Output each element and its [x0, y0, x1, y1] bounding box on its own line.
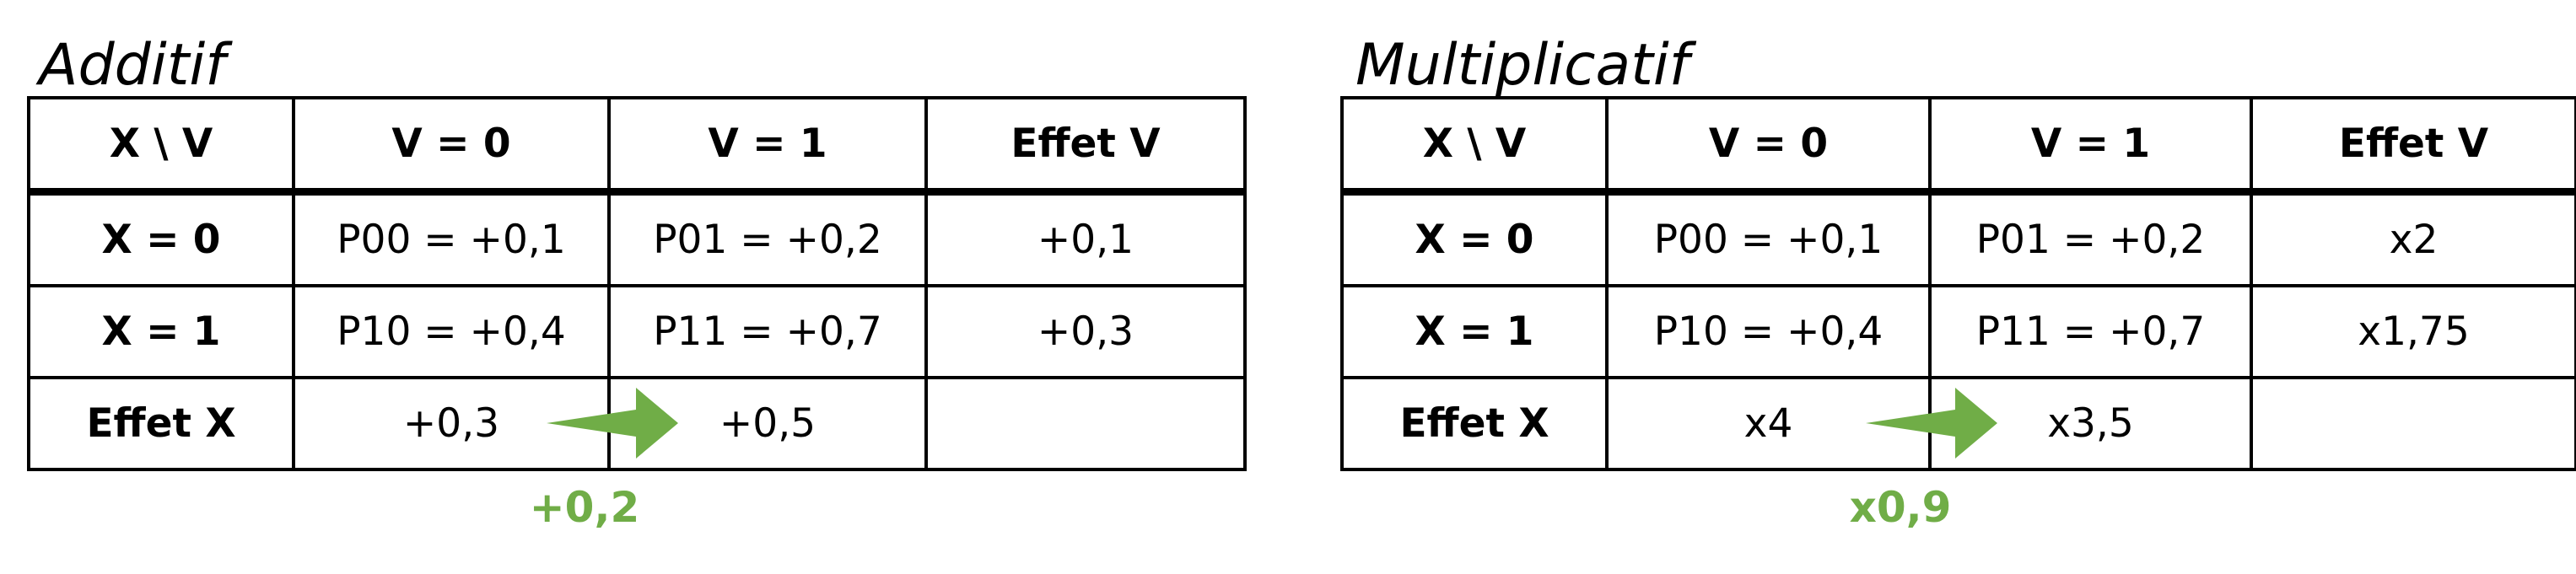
multiplicative-table: X \ V V = 0 V = 1 Effet V X = 0 P00 = +0…: [1340, 96, 2576, 471]
table-cell: P00 = +0,1: [292, 190, 611, 287]
table-row: X = 1 P10 = +0,4 P11 = +0,7 x1,75: [1340, 284, 2576, 379]
header-cell: V = 1: [607, 96, 928, 196]
table-cell: x2: [2250, 190, 2576, 287]
table-header-row: X \ V V = 0 V = 1 Effet V: [27, 96, 1247, 196]
table-row: X = 0 P00 = +0,1 P01 = +0,2 x2: [1340, 190, 2576, 287]
table-cell: P10 = +0,4: [292, 284, 611, 379]
row-header-cell: Effet X: [27, 376, 295, 471]
table-row: X = 1 P10 = +0,4 P11 = +0,7 +0,3: [27, 284, 1247, 379]
row-header-cell: X = 0: [27, 190, 295, 287]
header-cell: Effet V: [2250, 96, 2576, 196]
header-cell: Effet V: [924, 96, 1247, 196]
additive-table: X \ V V = 0 V = 1 Effet V X = 0 P00 = +0…: [27, 96, 1247, 471]
table-cell: P01 = +0,2: [1928, 190, 2253, 287]
table-row: X = 0 P00 = +0,1 P01 = +0,2 +0,1: [27, 190, 1247, 287]
header-cell: V = 0: [292, 96, 611, 196]
row-header-cell: Effet X: [1340, 376, 1609, 471]
row-header-cell: X = 1: [1340, 284, 1609, 379]
row-header-cell: X = 0: [1340, 190, 1609, 287]
header-cell: V = 0: [1605, 96, 1932, 196]
additive-title: Additif: [39, 32, 226, 99]
table-cell: P11 = +0,7: [1928, 284, 2253, 379]
table-cell: [924, 376, 1247, 471]
arrow-right-icon: [547, 388, 678, 459]
table-cell: +0,1: [924, 190, 1247, 287]
multiplicative-title: Multiplicatif: [1355, 32, 1689, 99]
additive-change-label: +0,2: [529, 483, 640, 532]
table-cell: x1,75: [2250, 284, 2576, 379]
table-cell: P00 = +0,1: [1605, 190, 1932, 287]
table-cell: P11 = +0,7: [607, 284, 928, 379]
table-cell: P10 = +0,4: [1605, 284, 1932, 379]
table-cell: +0,3: [924, 284, 1247, 379]
table-cell: P01 = +0,2: [607, 190, 928, 287]
header-cell: V = 1: [1928, 96, 2253, 196]
header-cell: X \ V: [1340, 96, 1609, 196]
table-header-row: X \ V V = 0 V = 1 Effet V: [1340, 96, 2576, 196]
multiplicative-change-label: x0,9: [1849, 483, 1952, 532]
row-header-cell: X = 1: [27, 284, 295, 379]
table-cell: [2250, 376, 2576, 471]
header-cell: X \ V: [27, 96, 295, 196]
arrow-right-icon: [1866, 388, 1997, 459]
table-row: Effet X +0,3 +0,5: [27, 376, 1247, 471]
